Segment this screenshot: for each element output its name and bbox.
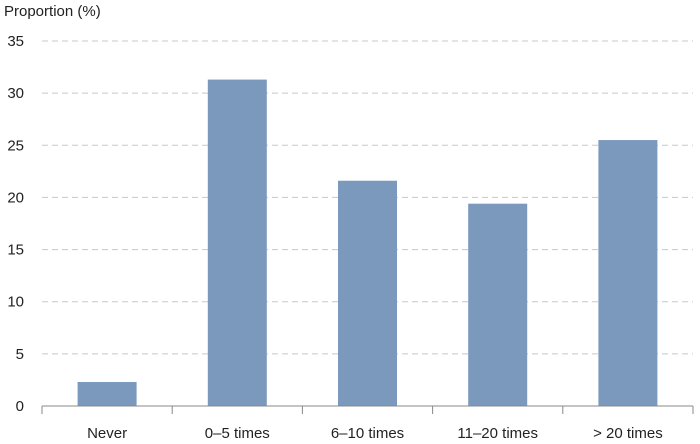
bar — [338, 180, 397, 406]
y-tick-label: 25 — [7, 137, 24, 154]
y-tick-label: 10 — [7, 294, 24, 311]
y-tick-label: 30 — [7, 85, 24, 102]
y-axis-label: Proportion (%) — [4, 3, 101, 20]
x-tick-label: Never — [87, 425, 127, 442]
bar — [207, 79, 267, 406]
y-tick-label: 0 — [16, 398, 24, 415]
y-tick-label: 5 — [16, 346, 24, 363]
x-tick-label: 0–5 times — [205, 425, 270, 442]
y-tick-label: 35 — [7, 33, 24, 50]
bar — [598, 140, 658, 407]
x-ticks: Never 0–5 times 6–10 times 11–20 times > 20 … — [41, 406, 694, 442]
y-tick-label: 15 — [7, 242, 24, 259]
y-ticks: 0 5 10 15 20 25 30 35 — [7, 33, 24, 415]
bar — [468, 203, 528, 406]
y-tick-label: 20 — [7, 189, 24, 206]
x-tick-label: 11–20 times — [457, 425, 538, 442]
x-tick-label: 6–10 times — [331, 425, 404, 442]
bar — [77, 382, 137, 406]
bars — [77, 79, 658, 407]
x-tick-label: > 20 times — [593, 425, 663, 442]
